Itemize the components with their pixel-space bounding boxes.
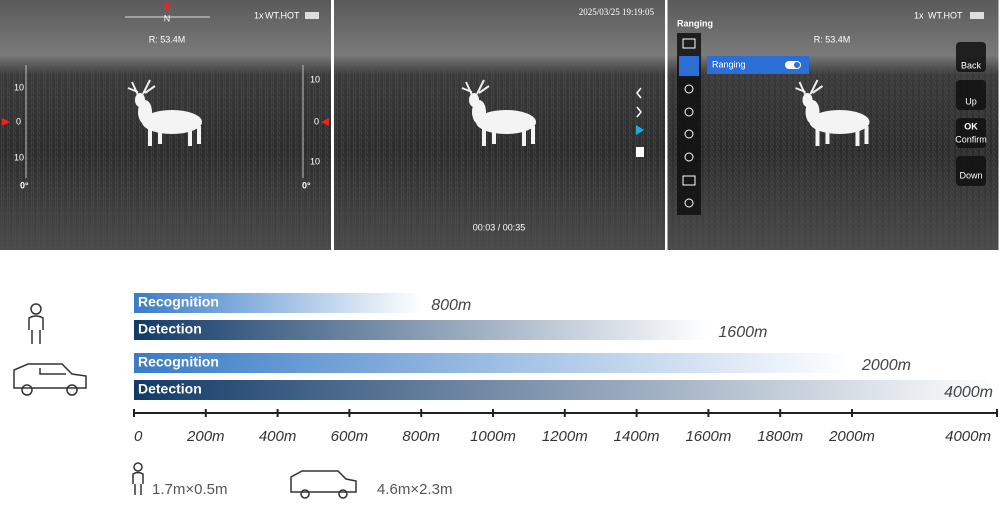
value-label: 4000m	[944, 384, 993, 401]
palette: WT.HOT	[265, 10, 300, 20]
scale-label: 10	[14, 152, 24, 162]
button[interactable]	[956, 80, 986, 110]
scale-label: 10	[310, 74, 320, 84]
angle: 0°	[20, 180, 29, 190]
button-label: Up	[965, 96, 977, 106]
target-size: 1.7m×0.5m	[152, 481, 227, 498]
series-label: Recognition	[138, 354, 219, 370]
play-button[interactable]	[636, 125, 644, 135]
button[interactable]	[956, 42, 986, 72]
button[interactable]	[956, 118, 986, 148]
button[interactable]	[956, 156, 986, 186]
button-label: OK	[964, 121, 978, 131]
toggle-knob	[794, 62, 800, 68]
x-tick-label: 1600m	[685, 428, 731, 445]
zoom: 1x	[254, 10, 264, 20]
target-icons	[13, 303, 357, 499]
series-label: Detection	[138, 381, 202, 397]
scale-label: 10	[310, 156, 320, 166]
menu-title: Ranging	[677, 18, 713, 28]
x-tick-label: 0	[134, 428, 143, 445]
compass-marker	[163, 4, 171, 11]
level-marker	[2, 118, 10, 126]
menu-item[interactable]	[707, 56, 809, 74]
timestamp: 2025/03/25 19:19:05	[579, 7, 655, 17]
target-size: 4.6m×2.3m	[377, 481, 452, 498]
next-button[interactable]	[636, 106, 642, 118]
level-marker	[321, 118, 329, 126]
button-label: Confirm	[955, 134, 987, 144]
angle: 0°	[302, 180, 311, 190]
bar	[134, 380, 997, 400]
battery	[305, 12, 319, 19]
bar	[134, 320, 709, 340]
screen-menu: Ranging 1x WT.HOT R: 53.4M Ranging Back …	[667, 0, 999, 250]
x-tick-label: 1400m	[614, 428, 660, 445]
playback-time: 00:03 / 00:35	[473, 222, 526, 232]
value-label: 800m	[431, 297, 471, 314]
screen-live: N 1x WT.HOT R: 53.4M 10 0 10 10 0 10 0° …	[0, 0, 331, 250]
x-tick-label: 2000m	[828, 428, 875, 445]
range: R: 53.4M	[814, 34, 851, 44]
menu-item-label: Ranging	[712, 59, 746, 69]
x-tick-label: 400m	[259, 428, 297, 445]
prev-button[interactable]	[636, 87, 642, 99]
value-label: 2000m	[861, 357, 911, 374]
palette: WT.HOT	[928, 10, 963, 20]
scale-label: 10	[14, 82, 24, 92]
x-tick-label: 4000m	[945, 428, 991, 445]
menu-selected[interactable]	[679, 56, 699, 76]
range: R: 53.4M	[149, 34, 186, 44]
screen-playback: 2025/03/25 19:19:05 00:03 / 00:35	[334, 0, 665, 250]
x-tick-label: 600m	[331, 428, 369, 445]
battery	[970, 12, 984, 19]
value-label: 1600m	[718, 324, 767, 341]
bar	[134, 353, 852, 373]
button-label: Back	[961, 60, 982, 70]
compass: N	[164, 13, 171, 23]
delete-button[interactable]	[636, 147, 644, 157]
scale-label: 0	[314, 116, 319, 126]
x-tick-label: 1000m	[470, 428, 516, 445]
bar	[134, 293, 422, 313]
series-label: Detection	[138, 321, 202, 337]
x-tick-label: 1200m	[542, 428, 588, 445]
x-tick-label: 200m	[186, 428, 225, 445]
menu-icons	[682, 38, 696, 208]
button-label: Down	[959, 170, 982, 180]
x-tick-label: 1800m	[757, 428, 803, 445]
scale-label: 0	[16, 116, 21, 126]
x-tick-label: 800m	[402, 428, 440, 445]
series-label: Recognition	[138, 294, 219, 310]
zoom: 1x	[914, 10, 924, 20]
